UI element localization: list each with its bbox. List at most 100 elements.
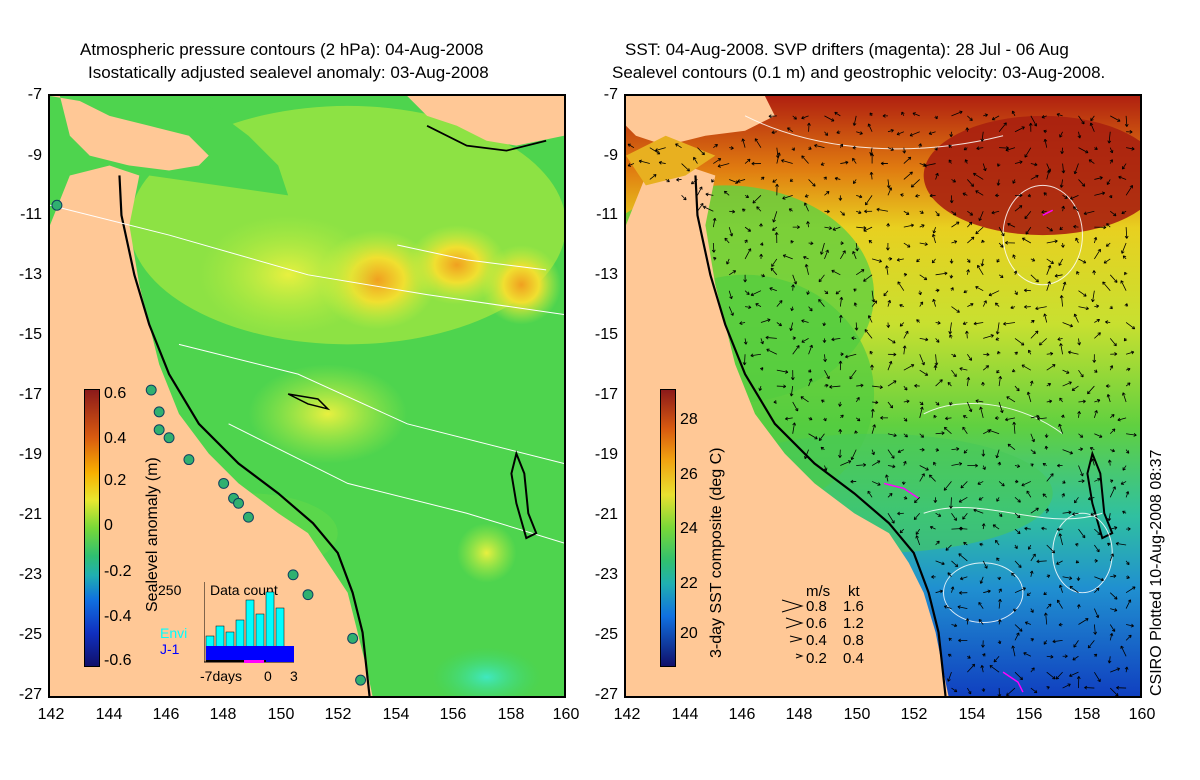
left-xtick-0: 142 — [37, 706, 65, 723]
velocity-arrow — [792, 274, 798, 285]
velocity-arrow — [966, 269, 970, 275]
velocity-arrow — [996, 258, 1000, 263]
velocity-arrow — [1030, 414, 1040, 419]
velocity-arrow — [855, 397, 860, 403]
velocity-arrow — [935, 540, 940, 546]
velocity-arrow — [998, 401, 1004, 414]
velocity-arrow — [1030, 115, 1038, 127]
velocity-arrow — [887, 128, 894, 133]
velocity-arrow — [983, 113, 988, 118]
velocity-arrow — [717, 163, 730, 168]
velocity-arrow — [1014, 338, 1025, 346]
velocity-arrow — [912, 112, 920, 117]
velocity-arrow — [1055, 671, 1063, 680]
velocity-arrow — [1037, 416, 1047, 421]
velocity-arrow — [1090, 512, 1095, 516]
velocity-arrow — [948, 159, 952, 164]
velocity-legend-ms-2: 0.4 — [806, 632, 827, 649]
velocity-arrow — [760, 176, 765, 181]
velocity-arrow — [772, 179, 778, 183]
velocity-arrow — [943, 481, 952, 491]
velocity-arrow — [693, 156, 698, 164]
velocity-arrow — [980, 258, 985, 267]
velocity-arrow — [981, 687, 986, 692]
left-title-line1: Atmospheric pressure contours (2 hPa): 0… — [80, 40, 484, 59]
velocity-arrow — [978, 601, 984, 609]
velocity-arrow — [973, 172, 984, 180]
right-cbar-tick-2: 24 — [680, 520, 698, 537]
velocity-arrow — [951, 353, 957, 358]
velocity-arrow — [951, 462, 963, 466]
velocity-arrow — [1090, 115, 1095, 122]
velocity-arrow — [1121, 210, 1127, 215]
velocity-arrow — [967, 236, 975, 244]
velocity-arrow — [742, 354, 747, 366]
velocity-arrow — [1110, 608, 1118, 612]
velocity-arrow — [864, 329, 873, 339]
right-xtick-5: 152 — [900, 706, 928, 723]
velocity-arrow — [1043, 129, 1047, 134]
velocity-arrow — [754, 138, 762, 148]
velocity-arrow — [1078, 179, 1086, 187]
velocity-arrow — [869, 350, 873, 355]
sealevel-anomaly-map — [50, 96, 564, 696]
velocity-arrow — [824, 383, 829, 388]
velocity-arrow — [967, 115, 973, 122]
velocity-arrow — [1046, 265, 1052, 275]
velocity-arrow — [983, 334, 994, 339]
velocity-arrow — [1076, 271, 1080, 275]
velocity-arrow — [902, 147, 907, 154]
velocity-arrow — [887, 147, 894, 151]
velocity-arrow — [949, 274, 954, 279]
velocity-arrow — [823, 465, 828, 471]
velocity-arrow — [1061, 414, 1065, 418]
velocity-arrow — [1078, 433, 1084, 438]
velocity-arrow — [919, 337, 929, 342]
velocity-arrow — [995, 193, 1000, 198]
velocity-arrow — [1011, 572, 1016, 578]
velocity-legend-kt-0: 1.6 — [843, 598, 864, 615]
velocity-arrow — [916, 258, 920, 263]
velocity-arrow — [821, 399, 825, 403]
velocity-arrow — [1094, 369, 1098, 373]
velocity-arrow — [804, 194, 809, 198]
left-ytick-6: -19 — [18, 446, 42, 463]
velocity-arrow — [649, 174, 657, 180]
velocity-arrow — [818, 298, 825, 307]
velocity-arrow — [723, 190, 730, 196]
velocity-arrow — [852, 145, 857, 150]
velocity-legend-header-kt: kt — [848, 583, 860, 600]
velocity-arrow — [855, 269, 865, 276]
right-ytick-5: -17 — [594, 386, 618, 403]
velocity-arrow — [1030, 433, 1035, 443]
velocity-arrow — [901, 481, 906, 485]
velocity-arrow — [744, 239, 748, 244]
velocity-arrow — [1109, 486, 1116, 498]
velocity-arrow — [997, 163, 1001, 167]
velocity-arrow — [945, 544, 952, 551]
velocity-arrow — [949, 497, 953, 509]
velocity-arrow — [869, 171, 874, 180]
velocity-legend-header-ms: m/s — [806, 583, 831, 600]
velocity-arrow — [1069, 194, 1079, 200]
velocity-arrow — [838, 195, 843, 201]
velocity-arrow — [852, 250, 857, 260]
velocity-arrow — [1059, 226, 1063, 231]
velocity-arrow — [899, 528, 905, 534]
velocity-arrow — [1073, 163, 1079, 175]
velocity-arrow — [933, 461, 937, 466]
velocity-arrow — [903, 364, 915, 371]
velocity-arrow — [947, 381, 952, 387]
velocity-arrow — [918, 290, 922, 296]
velocity-arrow — [982, 465, 986, 470]
velocity-arrow — [772, 226, 778, 231]
velocity-arrow — [1059, 397, 1063, 403]
velocity-arrow — [789, 178, 794, 182]
velocity-arrow — [958, 638, 968, 643]
velocity-arrow — [728, 270, 737, 276]
velocity-arrow — [1109, 274, 1118, 283]
velocity-arrow — [792, 115, 797, 120]
velocity-arrow — [792, 422, 797, 434]
velocity-arrow — [838, 429, 843, 434]
velocity-arrow — [1027, 544, 1032, 550]
